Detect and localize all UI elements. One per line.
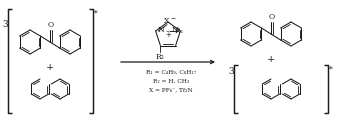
Text: *: * <box>94 10 98 18</box>
Text: — R₁: — R₁ <box>166 27 183 35</box>
Text: N: N <box>172 26 179 35</box>
Text: R₂ = H, CH₃: R₂ = H, CH₃ <box>153 79 189 84</box>
Text: N: N <box>157 26 164 35</box>
Text: +: + <box>165 32 171 38</box>
Text: R₂: R₂ <box>156 53 165 60</box>
Text: +: + <box>46 64 54 73</box>
Text: 3: 3 <box>228 67 234 76</box>
Text: O: O <box>269 13 275 21</box>
Text: 3: 3 <box>2 20 8 29</box>
Text: R₁ = C₄H₉, C₈H₁₇: R₁ = C₄H₉, C₈H₁₇ <box>146 70 196 75</box>
Text: +: + <box>267 55 275 64</box>
Text: −: − <box>170 15 176 20</box>
Text: O: O <box>48 21 54 29</box>
Text: X: X <box>164 17 169 25</box>
Text: X = PF₆⁻, Tf₂N: X = PF₆⁻, Tf₂N <box>149 88 193 93</box>
Text: *: * <box>329 66 333 74</box>
